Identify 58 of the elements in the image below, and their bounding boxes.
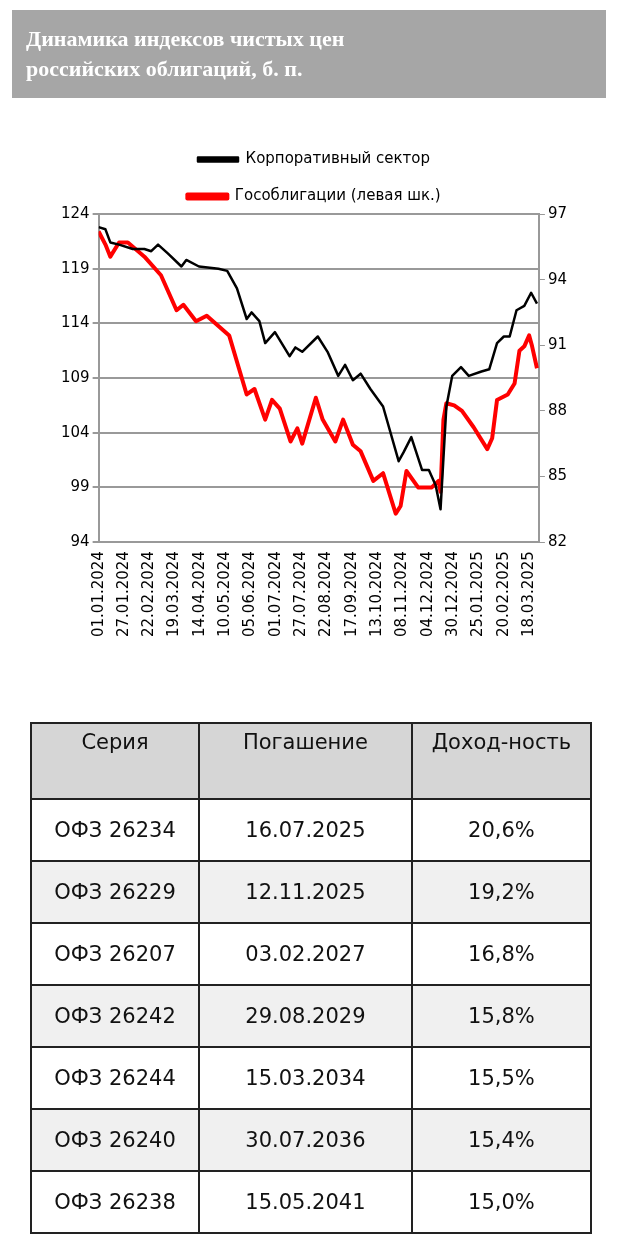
y2-tick-label: 91 [547,335,568,354]
text: Серия [31,723,199,799]
x-tick-label: 30.12.2024 [443,551,462,638]
y-tick-label: 104 [60,422,90,441]
x-tick-label: 20.02.2025 [493,551,512,638]
category-label: ОФЗ 26244 [31,1047,199,1109]
x-tick-label: 17.09.2024 [341,551,360,638]
category-label: ОФЗ 26229 [31,861,199,923]
y-tick-label: 124 [60,203,90,222]
legend-label: Гособлигации (левая шк.) [234,186,441,205]
category-label: ОФЗ 26234 [31,799,199,861]
data-label: 15,4% [411,1109,591,1171]
data-label: 16.07.2025 [199,799,412,861]
data-label: 29.08.2029 [199,985,412,1047]
category-label: ОФЗ 26240 [31,1109,199,1171]
y-tick-label: 109 [60,367,90,386]
x-tick-label: 25.01.2025 [468,551,487,638]
chart-title: Динамика индексов чистых цен российских облигаций, б. п. [12,10,606,98]
data-label: 12.11.2025 [199,861,412,923]
data-label: 20,6% [411,799,591,861]
category-label: ОФЗ 26238 [31,1171,199,1233]
text: Доход-ность [411,723,591,799]
x-tick-label: 01.07.2024 [265,551,284,638]
category-label: ОФЗ 26207 [31,923,199,985]
x-tick-label: 22.02.2024 [139,551,158,638]
x-tick-label: 14.04.2024 [189,551,208,638]
y-tick-label: 99 [70,477,90,496]
data-label: 15.05.2041 [199,1171,412,1233]
data-label: 15.03.2034 [199,1047,412,1109]
y-tick-label: 114 [60,313,90,332]
data-label: 03.02.2027 [199,923,412,985]
y-tick-label: 119 [60,258,90,277]
x-tick-label: 04.12.2024 [417,551,436,638]
x-tick-label: 22.08.2024 [316,551,335,638]
data-label: 15,0% [411,1171,591,1233]
text: Погашение [199,723,412,799]
y2-tick-label: 97 [547,203,568,222]
legend-label: Корпоративный сектор [245,149,431,168]
data-label: 15,8% [411,985,591,1047]
x-tick-label: 19.03.2024 [164,551,183,638]
x-tick-label: 01.01.2024 [88,551,107,638]
x-tick-label: 10.05.2024 [215,551,234,638]
category-label: ОФЗ 26242 [31,985,199,1047]
y2-tick-label: 82 [547,532,568,551]
x-tick-label: 08.11.2024 [392,551,411,638]
data-label: 19,2% [411,861,591,923]
x-tick-label: 13.10.2024 [367,551,386,638]
data-label: 30.07.2036 [199,1109,412,1171]
x-tick-label: 05.06.2024 [240,551,259,638]
x-tick-label: 27.07.2024 [291,551,310,638]
x-tick-label: 18.03.2025 [519,551,538,638]
y2-tick-label: 94 [547,269,568,288]
data-label: 15,5% [411,1047,591,1109]
y2-tick-label: 85 [547,466,568,485]
y2-tick-label: 88 [547,400,568,419]
y-tick-label: 94 [70,532,90,551]
x-tick-label: 27.01.2024 [113,551,132,638]
data-label: 16,8% [411,923,591,985]
